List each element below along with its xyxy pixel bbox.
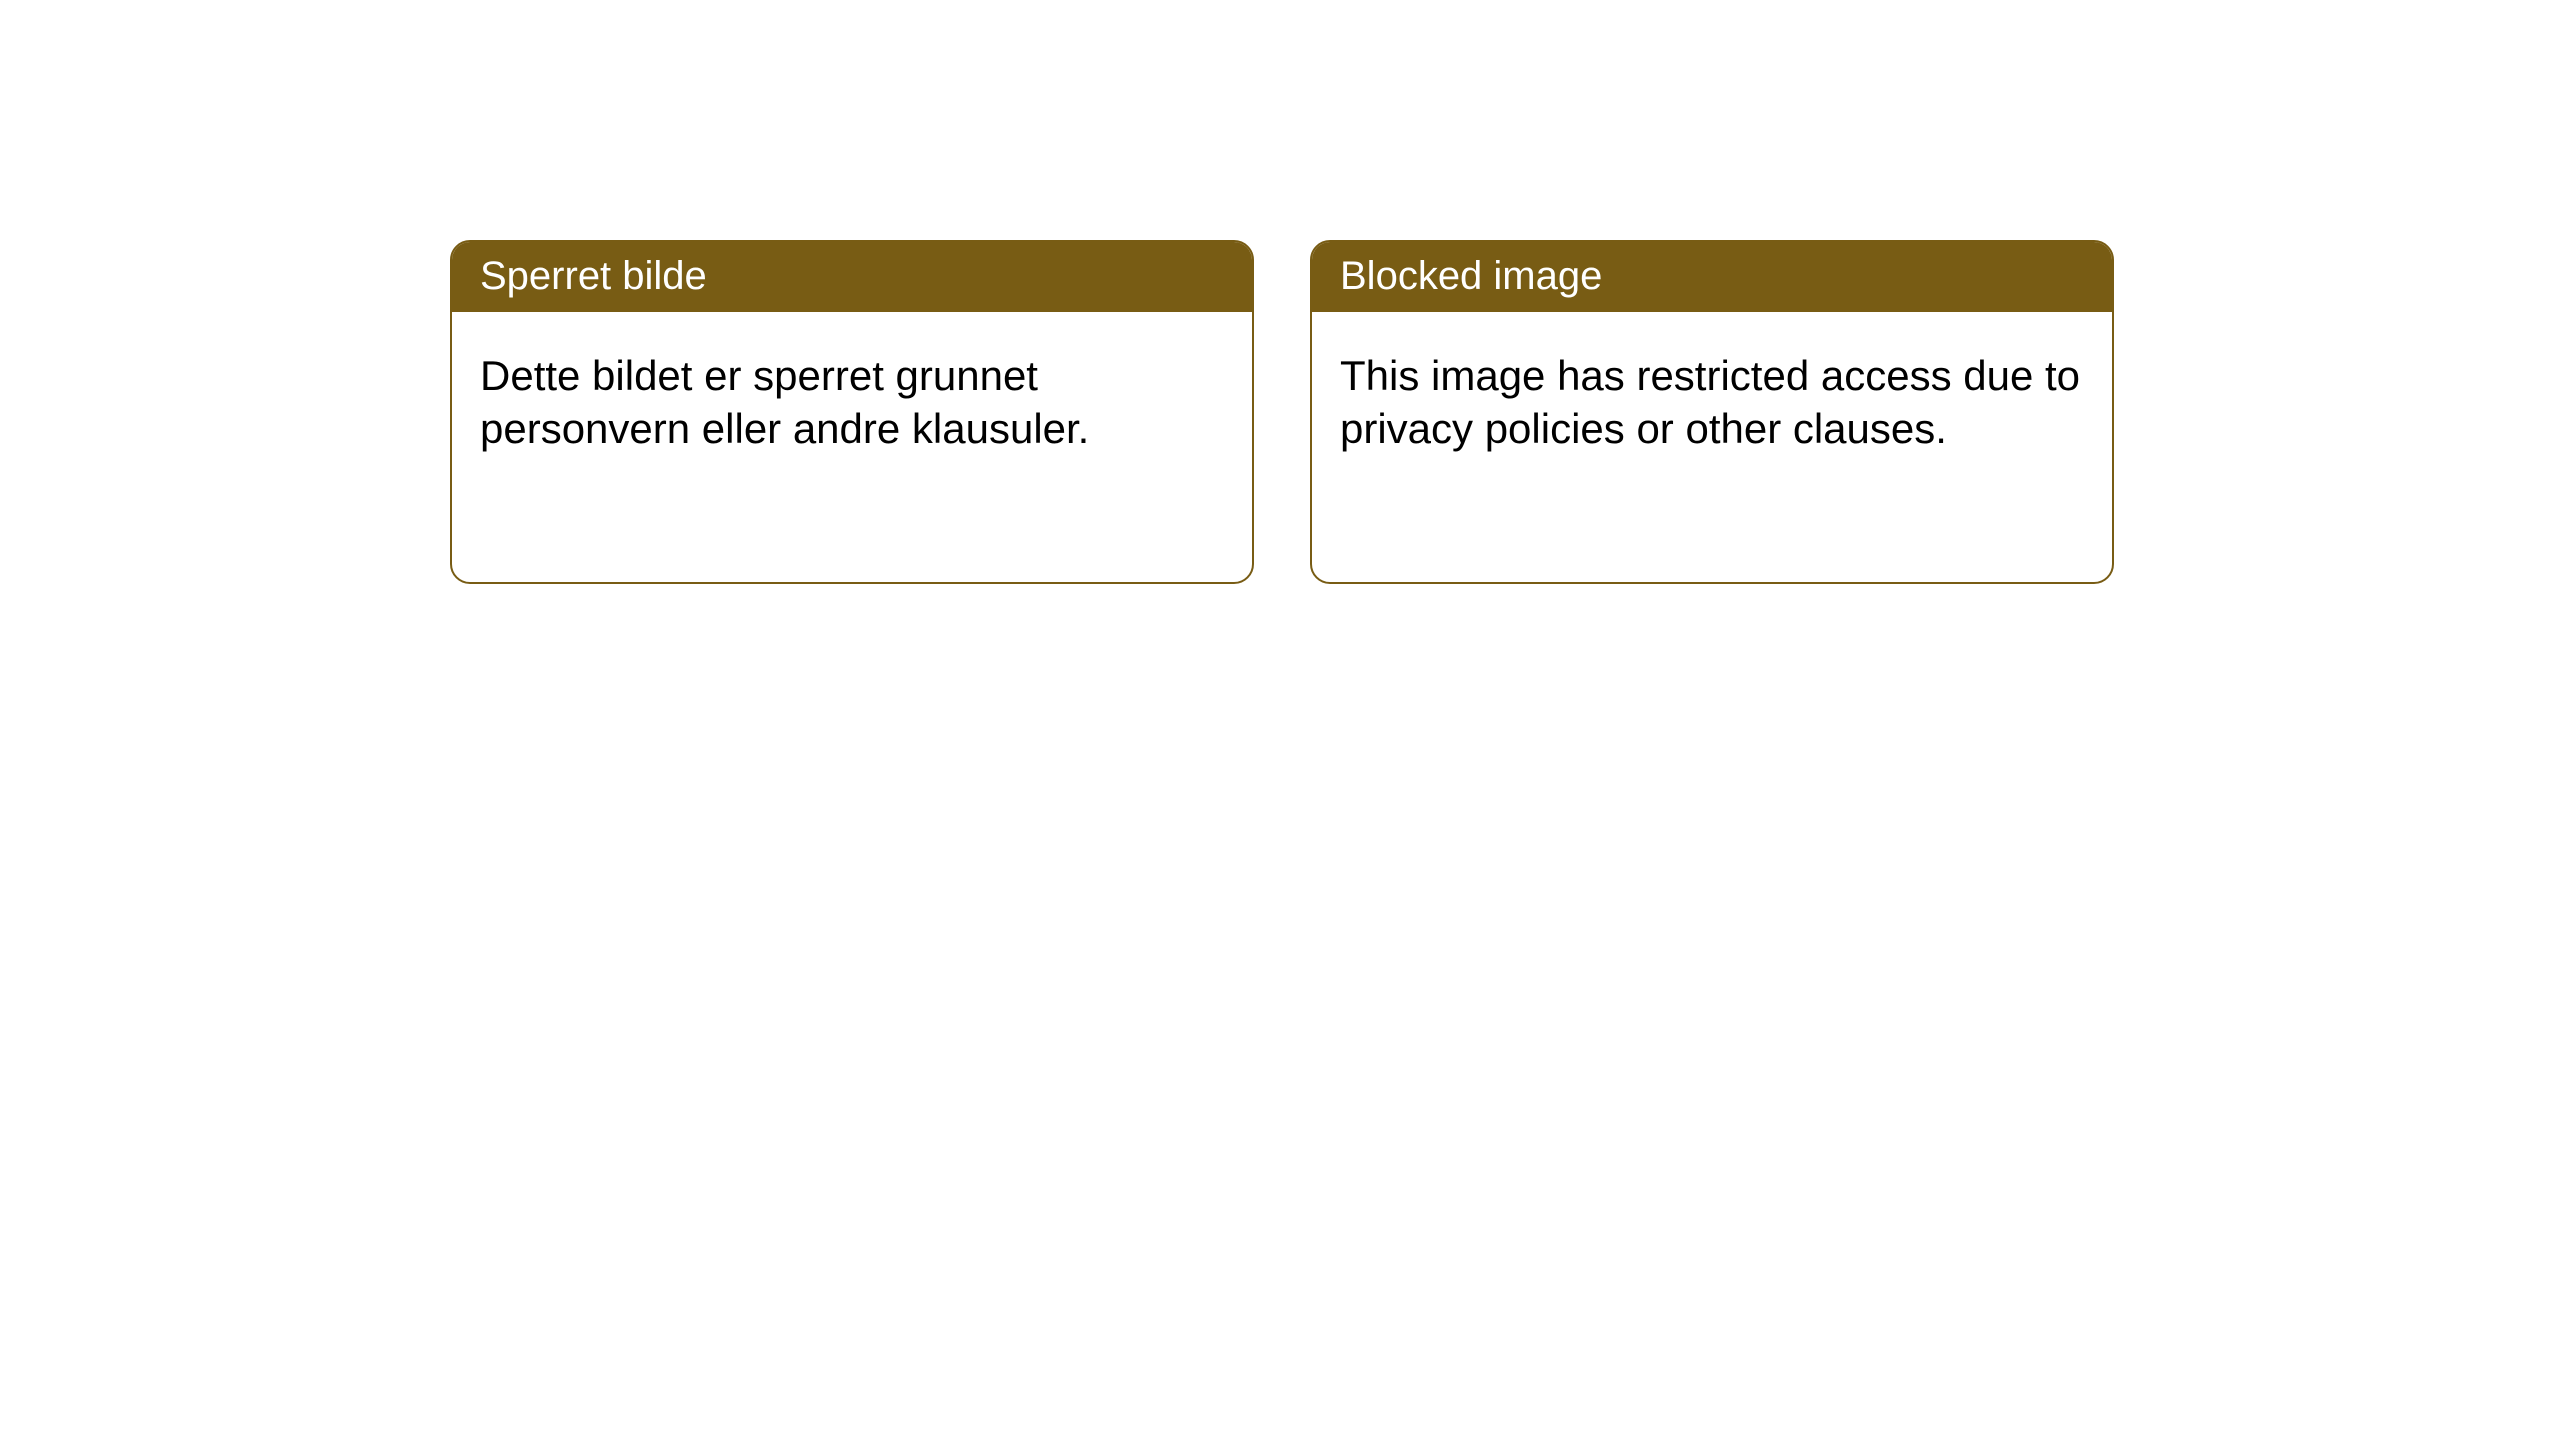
- notice-card-english: Blocked image This image has restricted …: [1310, 240, 2114, 584]
- card-body: Dette bildet er sperret grunnet personve…: [452, 312, 1252, 582]
- card-title: Blocked image: [1340, 254, 1602, 298]
- card-body: This image has restricted access due to …: [1312, 312, 2112, 582]
- card-title: Sperret bilde: [480, 254, 707, 298]
- notice-container: Sperret bilde Dette bildet er sperret gr…: [450, 240, 2114, 584]
- card-header: Blocked image: [1312, 242, 2112, 312]
- notice-card-norwegian: Sperret bilde Dette bildet er sperret gr…: [450, 240, 1254, 584]
- card-body-text: This image has restricted access due to …: [1340, 352, 2080, 452]
- card-body-text: Dette bildet er sperret grunnet personve…: [480, 352, 1089, 452]
- card-header: Sperret bilde: [452, 242, 1252, 312]
